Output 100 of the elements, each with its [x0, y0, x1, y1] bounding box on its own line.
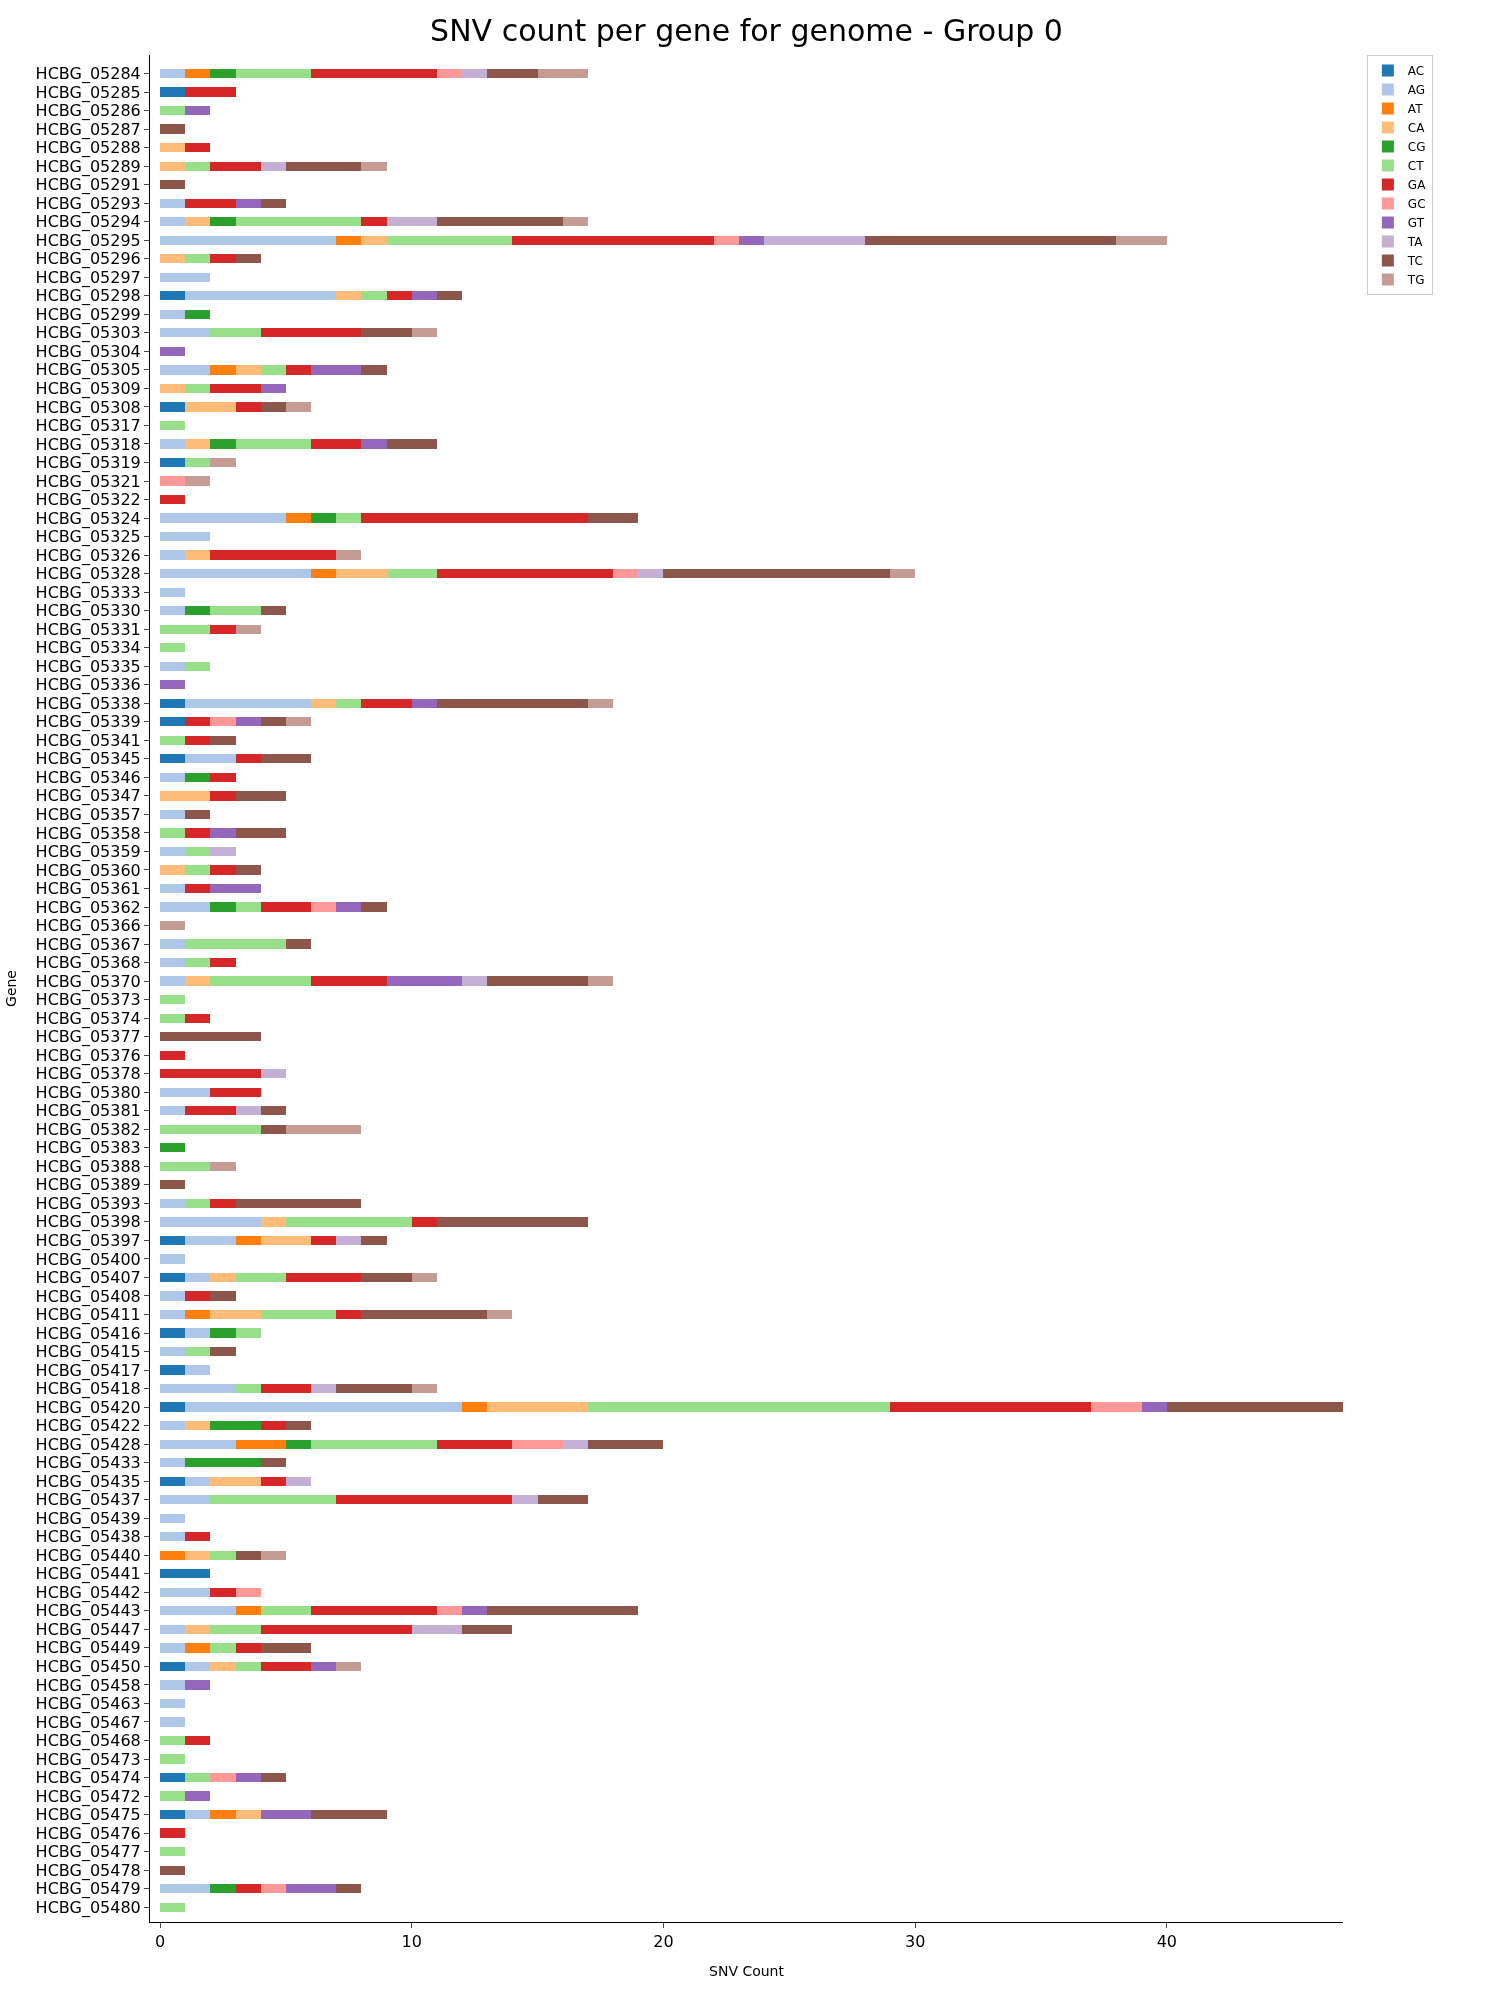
bar [361, 328, 412, 338]
y-tick-label: HCBG_05291 [35, 175, 141, 196]
y-tick-label: HCBG_05289 [35, 156, 141, 177]
y-tick-label: HCBG_05293 [35, 193, 141, 214]
y-tick-label: HCBG_05474 [35, 1768, 141, 1789]
bar [361, 513, 588, 523]
bar [160, 1439, 236, 1449]
bar [160, 1902, 186, 1912]
y-tick-label: HCBG_05322 [35, 490, 141, 511]
bar [285, 1439, 312, 1449]
bar [185, 735, 211, 745]
bar [210, 735, 236, 745]
bar [235, 1772, 261, 1783]
bar [361, 698, 412, 708]
y-tick-label: HCBG_05338 [35, 693, 141, 714]
y-tick-label: HCBG_05299 [35, 304, 141, 325]
bar [160, 1013, 186, 1023]
bar [210, 1587, 236, 1597]
bar [185, 717, 211, 727]
bar [160, 1791, 186, 1801]
bar [361, 1309, 488, 1320]
bar [160, 606, 186, 616]
bar [185, 846, 211, 857]
bar [160, 1124, 261, 1134]
y-tick-label: HCBG_05383 [35, 1138, 141, 1159]
y-tick-label: HCBG_05357 [35, 804, 141, 825]
bar [512, 1439, 563, 1449]
y-tick-label: HCBG_05359 [35, 842, 141, 863]
y-tick-label: HCBG_05388 [35, 1156, 141, 1177]
bar [210, 383, 261, 394]
y-tick-label: HCBG_05376 [35, 1045, 141, 1066]
y-tick-label: HCBG_05345 [35, 749, 141, 770]
bar [160, 124, 186, 134]
bar [361, 439, 387, 449]
y-tick-label: HCBG_05336 [35, 675, 141, 696]
y-tick-label: HCBG_05287 [35, 119, 141, 140]
y-tick-label: HCBG_05378 [35, 1064, 141, 1085]
bar [210, 328, 261, 338]
y-tick-label: HCBG_05304 [35, 341, 141, 362]
bar [260, 365, 286, 375]
y-tick-label: HCBG_05370 [35, 971, 141, 992]
bar [185, 1458, 261, 1468]
x-axis-title: SNV Count [709, 1962, 785, 1979]
bar [160, 1254, 186, 1264]
y-tick-label: HCBG_05308 [35, 397, 141, 418]
legend-label: TA [1406, 235, 1424, 250]
bar [160, 957, 186, 968]
legend-label: TC [1406, 254, 1423, 269]
bar [235, 1439, 286, 1449]
bar [160, 939, 186, 949]
bar [210, 1161, 236, 1171]
bar [185, 1013, 211, 1023]
bar [160, 1383, 236, 1394]
bar [160, 1217, 261, 1227]
y-tick-label: HCBG_05382 [35, 1119, 141, 1140]
bar [210, 1476, 261, 1486]
bar [260, 1476, 286, 1486]
y-tick-label: HCBG_05284 [35, 64, 141, 85]
y-tick-label: HCBG_05417 [35, 1360, 141, 1381]
legend-label: CA [1407, 121, 1426, 136]
bar [185, 1680, 211, 1690]
bar [235, 1106, 261, 1116]
y-tick-label: HCBG_05418 [35, 1379, 141, 1400]
bar [235, 791, 286, 801]
bar [285, 1217, 412, 1227]
bar [160, 1865, 186, 1875]
bar [160, 1069, 261, 1079]
bar [638, 568, 664, 579]
bar [185, 1735, 211, 1746]
bar [235, 1328, 261, 1338]
bar [587, 976, 614, 986]
bar [185, 661, 211, 671]
bar [210, 68, 236, 79]
legend-label: AC [1407, 64, 1425, 79]
bar [260, 1106, 286, 1116]
bar [160, 1087, 211, 1097]
bar [185, 1550, 211, 1560]
bar [260, 1069, 286, 1079]
y-tick-label: HCBG_05440 [35, 1545, 141, 1566]
y-tick-label: HCBG_05361 [35, 879, 141, 900]
x-tick-label: 30 [904, 1932, 926, 1952]
bar [336, 1309, 362, 1320]
bar [185, 1532, 211, 1542]
bar [185, 1346, 211, 1357]
bar [436, 698, 588, 708]
bar [185, 476, 211, 486]
y-tick-label: HCBG_05479 [35, 1879, 141, 1900]
bar [311, 568, 337, 579]
bar [361, 161, 387, 171]
bar [487, 68, 538, 79]
bar [311, 698, 337, 708]
bar [185, 698, 312, 708]
bar [361, 1235, 387, 1246]
y-tick-label: HCBG_05472 [35, 1786, 141, 1807]
bar [411, 291, 437, 301]
bar [260, 902, 312, 912]
bar [361, 902, 387, 912]
y-tick-label: HCBG_05437 [35, 1490, 141, 1511]
bar [160, 494, 186, 505]
bar [210, 865, 236, 875]
